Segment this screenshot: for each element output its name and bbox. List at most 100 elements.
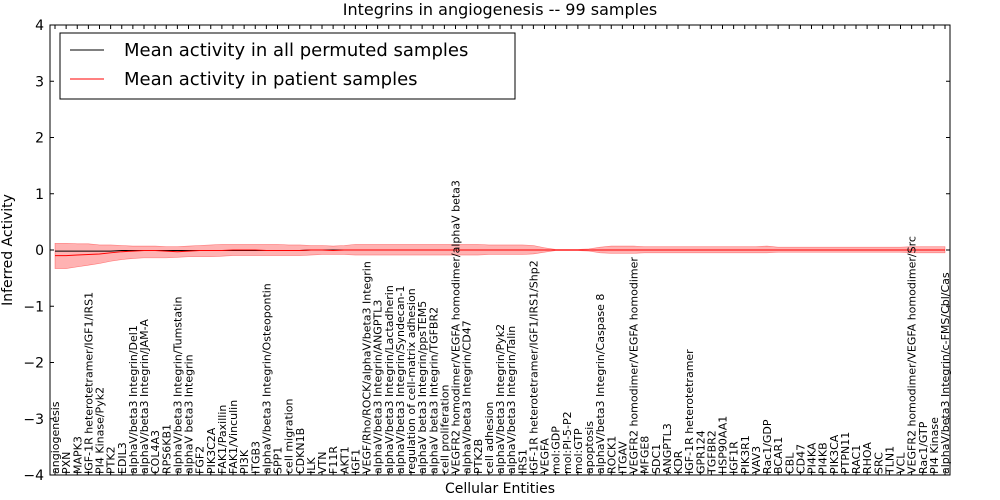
x-category-label: IGF1: [349, 449, 362, 474]
x-category-label: alphaV/beta3 Integrin/JAM-A: [138, 319, 151, 474]
x-category-label: SRC: [872, 452, 885, 474]
x-category-label: cell proliferation: [438, 384, 451, 474]
x-category-label: FGF2: [194, 446, 207, 474]
x-category-label: mol:GDP: [550, 426, 563, 474]
x-category-label: alphaV/beta3 Integrin/Syndecan-1: [394, 286, 407, 475]
x-category-label: VTN: [316, 452, 329, 474]
x-category-label: PTK2B: [472, 439, 485, 474]
x-category-label: VEGFR2 homodimer/VEGFA homodimer/Src: [906, 236, 919, 474]
x-category-label: alphaV/beta3 Integrin/Pyk2: [494, 324, 507, 474]
x-category-label: cell adhesion: [483, 402, 496, 474]
x-category-label: apoptosis: [583, 421, 596, 474]
x-category-label: alphaV/beta3 Integrin/Caspase 8: [594, 294, 607, 474]
x-category-label: CDKN1B: [294, 428, 307, 474]
x-category-label: alphaV/beta3 Integrin/c-FMS/Cbl/Cas: [939, 272, 952, 474]
x-category-label: FAK1/Paxillin: [216, 405, 229, 474]
x-category-label: IGF-1R heterotetramer/IGF1/IRS1/Shp2: [527, 260, 540, 474]
x-category-label: PI4 Kinase/Pyk2: [94, 387, 107, 474]
x-category-label: VEGFA: [539, 438, 552, 474]
patient-band: [54, 242, 946, 269]
x-category-label: regulation of cell-matrix adhesion: [405, 288, 418, 474]
y-tick-label: 2: [35, 131, 44, 147]
x-category-label: alphaV/beta3 Integrin/ANGPTL3: [372, 300, 385, 474]
x-category-label: PXN: [60, 452, 73, 474]
x-category-label: ROCK1: [605, 436, 618, 474]
x-category-label: alphaV beta3 Integrin/TGFBR2: [427, 307, 440, 474]
x-category-label: cell migration: [283, 398, 296, 474]
series-line-patient: [55, 249, 945, 257]
x-category-label: mol:PI-5-P2: [561, 411, 574, 474]
x-category-label: IRS1: [516, 449, 529, 474]
x-category-label: PIK3R1: [739, 435, 752, 474]
x-category-label: BCAR1: [772, 437, 785, 474]
x-category-label: IGF-1R heterotetramer/IGF1/IRS1: [82, 292, 95, 474]
x-category-label: mol:GTP: [572, 428, 585, 474]
x-category-label: CD47: [794, 444, 807, 474]
legend-label-patient: Mean activity in patient samples: [124, 69, 418, 90]
x-category-label: RAC1: [850, 445, 863, 474]
x-category-label: FAK1/Vinculin: [227, 400, 240, 474]
y-tick-label: −2: [23, 356, 44, 372]
x-category-label: SPP1: [272, 447, 285, 474]
y-tick-label: 0: [35, 243, 44, 259]
x-category-label: alphaV beta3 Integrin: [183, 354, 196, 474]
x-category-label: ITGB3: [249, 441, 262, 474]
x-category-label: alphaV/beta3 Integrin/CD47: [461, 320, 474, 474]
x-category-label: PI4KB: [817, 442, 830, 474]
x-category-label: RHOA: [861, 442, 874, 474]
x-category-label: PTPN11: [839, 432, 852, 474]
x-category-label: SDC1: [650, 444, 663, 474]
x-category-label: CBL: [783, 452, 796, 474]
x-category-label: ITGAV: [616, 441, 629, 474]
x-category-label: Rac1/GDP: [761, 419, 774, 474]
chart-title: Integrins in angiogenesis -- 99 samples: [343, 0, 658, 19]
x-category-label: PI3K: [238, 449, 251, 474]
legend-box: [59, 32, 516, 100]
x-category-label: EDIL3: [116, 442, 129, 474]
x-category-label: VCL: [895, 452, 908, 474]
x-category-label: alphaV/beta3 Integrin/Tumstatin: [171, 297, 184, 474]
x-category-label: PIK3C2A: [205, 427, 218, 474]
x-category-label: COL4A3: [149, 430, 162, 474]
x-category-label: alphaV/beta3 Integrin/Talin: [505, 326, 518, 474]
plot-area: −4−3−2−101234angiogenesisPXNMAPK3IGF-1R …: [23, 18, 952, 484]
x-category-label: VEGFR2 homodimer/VEGFA homodimer/alphaV …: [450, 180, 463, 474]
x-category-label: alphaV/beta3 Integrin/Osteopontin: [260, 283, 273, 474]
y-axis-title: Inferred Activity: [0, 194, 16, 306]
y-tick-label: −4: [23, 468, 44, 484]
y-tick-label: −1: [23, 299, 44, 315]
x-axis-title: Cellular Entities: [445, 481, 555, 497]
x-category-label: HSP90AA1: [717, 416, 730, 474]
x-category-label: ILK: [305, 457, 318, 474]
y-tick-label: 4: [35, 18, 44, 34]
x-category-label: TGFBR2: [705, 430, 718, 475]
x-category-label: RPS6KB1: [160, 424, 173, 474]
y-tick-label: −3: [23, 412, 44, 428]
legend: Mean activity in all permuted samples Me…: [59, 32, 516, 100]
x-category-label: alphaV/beta3 Integrin/Del1: [127, 325, 140, 474]
x-category-label: KDR: [672, 450, 685, 474]
y-tick-label: 1: [35, 187, 44, 203]
x-category-label: PI4KA: [806, 442, 819, 474]
x-category-label: GPR124: [694, 430, 707, 474]
x-category-label: TLN1: [883, 446, 896, 475]
x-category-label: IGF-1R heterotetramer: [683, 349, 696, 474]
x-category-label: PI4 Kinase: [928, 417, 941, 474]
x-category-label: Rac1/GTP: [917, 421, 930, 474]
x-category-label: MFGE8: [639, 436, 652, 474]
x-category-label: angiogenesis: [49, 401, 62, 474]
x-category-label: PTK2: [105, 446, 118, 474]
x-category-label: PIK3CA: [828, 434, 841, 474]
x-category-label: F11R: [327, 446, 340, 474]
x-category-label: alphaV/beta3 Integrin/Lactadherin: [383, 285, 396, 474]
x-category-label: ANGPTL3: [661, 423, 674, 474]
y-tick-label: 3: [35, 74, 44, 90]
x-category-label: VEGFR2 homodimer/VEGFA homodimer: [628, 257, 641, 474]
x-category-label: VEGF/Rho/ROCK/alphaV/beta3 Integrin: [361, 261, 374, 474]
x-category-label: AKT1: [338, 446, 351, 474]
x-category-label: alphaV beta3 Integrin/ppsTEM5: [416, 301, 429, 474]
x-category-label: IGF1R: [728, 441, 741, 474]
x-category-label: MAPK3: [71, 436, 84, 474]
x-category-label: VAV3: [750, 446, 763, 474]
